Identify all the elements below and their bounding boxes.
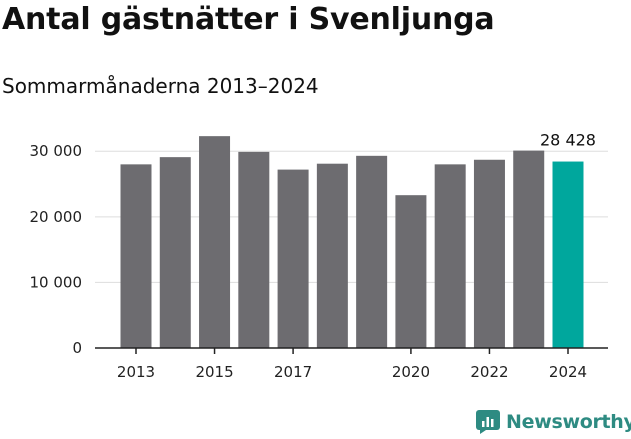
bar — [434, 164, 466, 348]
newsworthy-logo-icon — [476, 410, 500, 434]
y-tick-label: 10 000 — [30, 273, 83, 291]
chart-subtitle: Sommarmånaderna 2013–2024 — [2, 74, 319, 98]
bar — [120, 164, 152, 348]
y-tick-label: 20 000 — [30, 208, 83, 226]
brand-name: Newsworthy — [506, 411, 631, 433]
bar — [473, 159, 505, 348]
x-tick-label: 2020 — [392, 363, 430, 381]
bar — [395, 195, 427, 348]
bar — [316, 163, 348, 348]
bar — [199, 136, 231, 348]
y-tick-label: 0 — [72, 339, 82, 357]
brand-logo: Newsworthy — [476, 408, 631, 436]
bar — [356, 155, 388, 348]
bar — [159, 157, 191, 348]
y-tick-label: 30 000 — [30, 142, 83, 160]
bar — [513, 150, 545, 348]
x-tick-label: 2022 — [470, 363, 508, 381]
bar — [552, 161, 584, 348]
bar — [277, 169, 309, 348]
chart-title: Antal gästnätter i Svenljunga — [2, 2, 495, 37]
x-tick-label: 2024 — [549, 363, 587, 381]
x-tick-label: 2015 — [195, 363, 233, 381]
bar — [238, 151, 270, 348]
x-tick-label: 2013 — [117, 363, 155, 381]
data-label-2024: 28 428 — [540, 131, 596, 150]
x-tick-label: 2017 — [274, 363, 312, 381]
